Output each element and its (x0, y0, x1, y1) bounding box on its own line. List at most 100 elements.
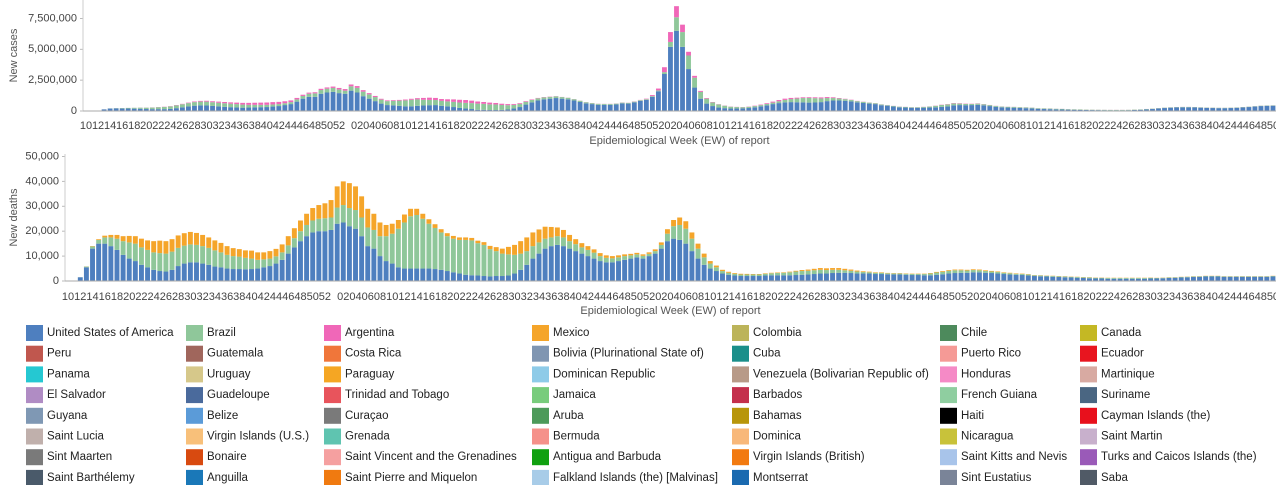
legend-label: Trinidad and Tobago (345, 389, 449, 401)
bar-segment (819, 98, 824, 102)
bar-segment (855, 102, 860, 111)
bar-segment (487, 104, 492, 110)
bar-segment (282, 105, 287, 111)
bar-segment (626, 104, 631, 111)
bar-segment (665, 241, 670, 281)
bar-segment (764, 105, 769, 111)
bar-segment (335, 208, 340, 224)
bar-segment (1180, 107, 1185, 111)
bar-segment (316, 205, 321, 219)
x-tick-label: 02 (664, 120, 676, 132)
bar-segment (549, 227, 554, 237)
x-tick-label: 18 (447, 120, 459, 132)
bar-segment (445, 236, 450, 271)
legend-label: Curaçao (345, 410, 388, 422)
bar-segment (219, 243, 224, 252)
bar-segment (789, 98, 794, 99)
x-tick-label: 30 (1144, 291, 1156, 303)
bar-segment (783, 99, 788, 100)
bar-segment (662, 72, 667, 74)
legend-label: Mexico (553, 327, 589, 339)
bar-segment (144, 108, 149, 109)
bar-segment (744, 276, 749, 281)
legend-label: Peru (47, 348, 71, 360)
x-tick-label: 28 (1134, 120, 1146, 132)
bar-segment (1056, 277, 1061, 281)
x-tick-label: 12 (92, 120, 104, 132)
bar-segment (451, 272, 456, 281)
x-tick-label: 24 (148, 291, 160, 303)
bar-segment (280, 260, 285, 281)
x-tick-label: 14 (86, 291, 98, 303)
x-tick-label: 10 (1022, 291, 1034, 303)
legend-swatch (940, 325, 957, 341)
bar-segment (671, 239, 676, 281)
bar-segment (842, 273, 847, 281)
legend-swatch (186, 408, 203, 424)
bar-segment (494, 251, 499, 276)
x-tick-label: 52 (333, 120, 345, 132)
legend-label: Saint Pierre and Miquelon (345, 472, 477, 484)
legend-swatch (324, 470, 341, 485)
bar-segment (1203, 277, 1208, 281)
x-tick-label: 12 (1038, 120, 1050, 132)
bar-segment (206, 237, 211, 247)
bar-segment (451, 102, 456, 107)
bar-segment (543, 249, 548, 281)
bar-segment (127, 236, 132, 242)
bar-segment (1005, 108, 1010, 111)
bar-segment (252, 103, 257, 105)
x-tick-label: 22 (135, 291, 147, 303)
legend-swatch (1080, 470, 1097, 485)
bar-segment (304, 236, 309, 281)
bar-segment (548, 99, 553, 111)
bar-segment (572, 101, 577, 111)
x-tick-label: 42 (905, 120, 917, 132)
bar-segment (995, 274, 1000, 281)
bar-segment (696, 249, 701, 259)
bar-segment (965, 273, 970, 281)
bar-segment (469, 238, 474, 240)
bar-segment (867, 272, 872, 273)
x-tick-label: 36 (556, 120, 568, 132)
bar-segment (879, 105, 884, 111)
legend-swatch (1080, 366, 1097, 382)
bar-segment (204, 101, 209, 102)
bar-segment (934, 273, 939, 275)
bar-segment (668, 42, 673, 47)
bar-segment (252, 105, 257, 107)
bar-segment (861, 103, 866, 111)
bar-segment (445, 271, 450, 281)
bar-segment (807, 98, 812, 103)
bar-segment (367, 99, 372, 111)
bar-segment (280, 252, 285, 259)
bar-segment (933, 107, 938, 111)
x-tick-label: 14 (737, 120, 749, 132)
x-tick-label: 26 (802, 291, 814, 303)
legend-label: Puerto Rico (961, 348, 1021, 360)
bar-segment (604, 255, 609, 257)
x-tick-label: 28 (821, 120, 833, 132)
x-tick-label: 10 (713, 120, 725, 132)
bar-segment (367, 93, 372, 94)
bar-segment (668, 32, 673, 42)
bar-segment (523, 102, 528, 105)
legend-swatch (186, 346, 203, 362)
bar-segment (469, 103, 474, 109)
x-tick-label: 46 (924, 291, 936, 303)
bar-segment (457, 274, 462, 281)
bar-segment (585, 250, 590, 256)
x-tick-label: 16 (423, 291, 435, 303)
bar-segment (237, 257, 242, 269)
x-tick-label: 46 (282, 291, 294, 303)
bar-segment (216, 102, 221, 103)
bar-segment (445, 233, 450, 236)
bar-segment (855, 101, 860, 102)
bar-segment (946, 274, 951, 281)
bar-segment (365, 227, 370, 246)
bar-segment (704, 98, 709, 99)
bar-segment (800, 270, 805, 271)
legend-label: Brazil (207, 327, 236, 339)
bar-segment (518, 254, 523, 270)
bar-segment (325, 89, 330, 93)
